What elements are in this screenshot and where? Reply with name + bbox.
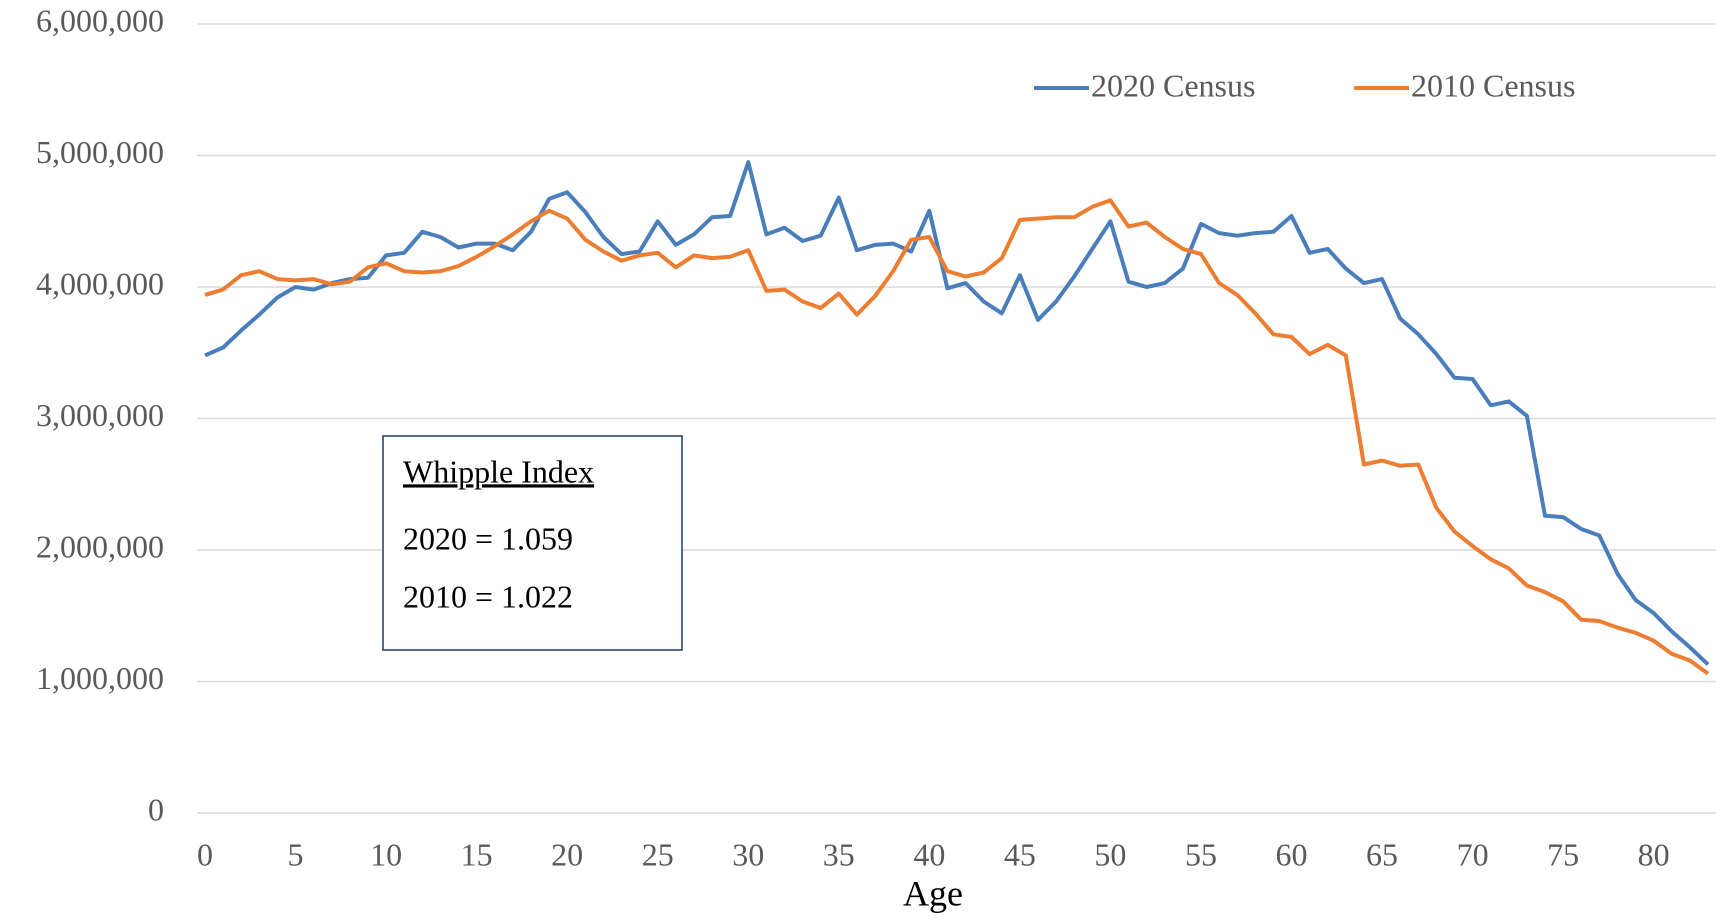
x-tick-label: 35 xyxy=(823,836,855,872)
y-tick-label: 6,000,000 xyxy=(36,2,164,38)
x-tick-label: 45 xyxy=(1004,836,1036,872)
x-tick-label: 15 xyxy=(461,836,493,872)
annotation-box xyxy=(382,435,683,651)
y-tick-label: 0 xyxy=(148,791,164,827)
legend-label: 2010 Census xyxy=(1411,67,1575,103)
line-series xyxy=(204,160,1710,666)
legend-label: 2020 Census xyxy=(1091,67,1255,103)
annotation: 2010 = 1.022 xyxy=(403,578,573,614)
x-tick-label: 50 xyxy=(1094,836,1126,872)
x-tick-label: 60 xyxy=(1276,836,1308,872)
x-tick-label: 70 xyxy=(1457,836,1489,872)
y-tick-label: 4,000,000 xyxy=(36,265,164,301)
x-tick-label: 0 xyxy=(197,836,213,872)
x-tick-label: 25 xyxy=(642,836,674,872)
y-tick-label: 3,000,000 xyxy=(36,397,164,433)
line-series xyxy=(204,198,1710,676)
x-axis-label: Age xyxy=(903,873,963,913)
annotation: 2020 = 1.059 xyxy=(403,520,573,556)
y-tick-label: 5,000,000 xyxy=(36,134,164,170)
x-tick-label: 80 xyxy=(1638,836,1670,872)
x-tick-label: 20 xyxy=(551,836,583,872)
x-tick-label: 30 xyxy=(732,836,764,872)
x-tick-label: 75 xyxy=(1547,836,1579,872)
x-tick-label: 40 xyxy=(913,836,945,872)
x-tick-label: 55 xyxy=(1185,836,1217,872)
x-tick-label: 5 xyxy=(288,836,304,872)
x-tick-label: 10 xyxy=(370,836,402,872)
x-tick-label: 65 xyxy=(1366,836,1398,872)
y-tick-label: 2,000,000 xyxy=(36,528,164,564)
annotation-title: Whipple Index xyxy=(403,453,594,489)
y-tick-label: 1,000,000 xyxy=(36,660,164,696)
